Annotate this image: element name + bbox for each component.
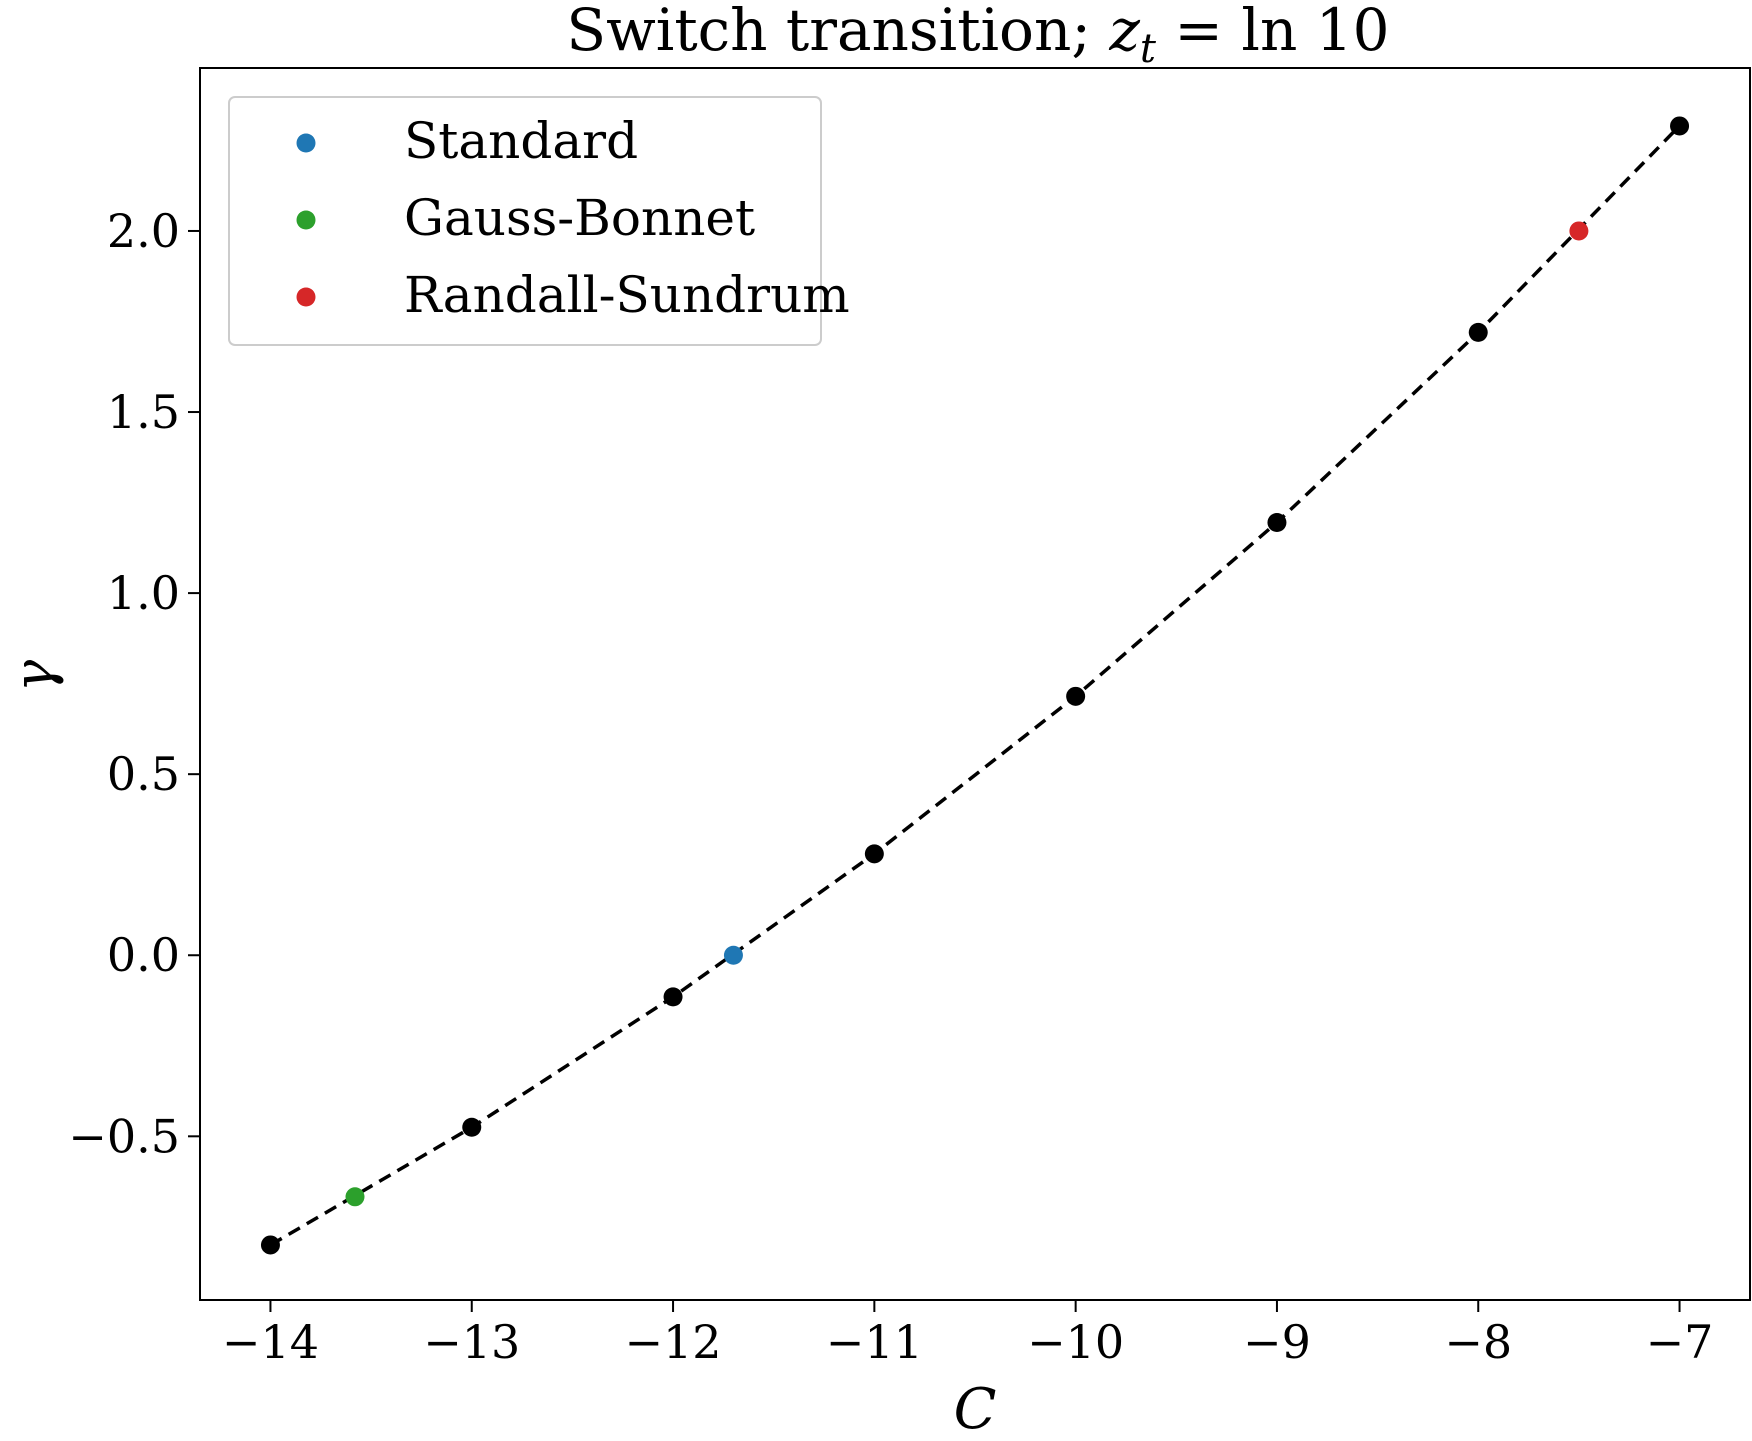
y-tick-label: −0.5 xyxy=(68,1109,180,1163)
plot-frame xyxy=(199,67,1751,1301)
chart-title: Switch transition; zt = ln 10 xyxy=(566,0,1389,72)
data-point xyxy=(1468,322,1488,342)
x-tick-label: −7 xyxy=(1646,1315,1714,1369)
legend: Standard Gauss-Bonnet Randall-Sundrum xyxy=(228,96,850,346)
data-point xyxy=(462,1117,482,1137)
highlight-point xyxy=(345,1187,365,1207)
y-tick-label: 2.0 xyxy=(107,204,180,258)
series-line xyxy=(269,124,1681,1247)
x-tick-label: −10 xyxy=(1027,1315,1124,1369)
data-point xyxy=(864,844,884,864)
x-tick-label: −8 xyxy=(1444,1315,1512,1369)
x-tick-label: −12 xyxy=(625,1315,722,1369)
data-point xyxy=(260,1235,280,1255)
data-point xyxy=(1267,512,1287,532)
legend-marker xyxy=(296,210,316,230)
highlight-point xyxy=(723,945,743,965)
y-tick-label: 1.0 xyxy=(107,566,180,620)
data-point xyxy=(663,987,683,1007)
legend-label: Gauss-Bonnet xyxy=(404,189,755,247)
x-axis-label: C xyxy=(954,1377,997,1441)
y-tick-label: 0.5 xyxy=(107,747,180,801)
y-tick-label: 1.5 xyxy=(107,385,180,439)
x-tick-label: −14 xyxy=(222,1315,319,1369)
data-point xyxy=(1066,686,1086,706)
data-point xyxy=(1670,116,1690,136)
plot-area xyxy=(199,67,1751,1301)
legend-box xyxy=(228,96,822,346)
legend-marker xyxy=(296,133,316,153)
legend-label: Standard xyxy=(404,112,638,170)
y-tick-label: 0.0 xyxy=(107,928,180,982)
y-axis-label: γ xyxy=(2,659,65,692)
legend-marker xyxy=(296,287,316,307)
legend-label: Randall-Sundrum xyxy=(404,266,850,324)
x-tick-label: −11 xyxy=(826,1315,923,1369)
y-axis: −0.5 0.0 0.5 1.0 1.5 2.0 xyxy=(68,204,200,1163)
x-tick-label: −9 xyxy=(1243,1315,1311,1369)
x-tick-label: −13 xyxy=(423,1315,520,1369)
x-axis: −14 −13 −12 −11 −10 −9 −8 −7 xyxy=(222,1300,1714,1369)
highlight-point xyxy=(1569,221,1589,241)
